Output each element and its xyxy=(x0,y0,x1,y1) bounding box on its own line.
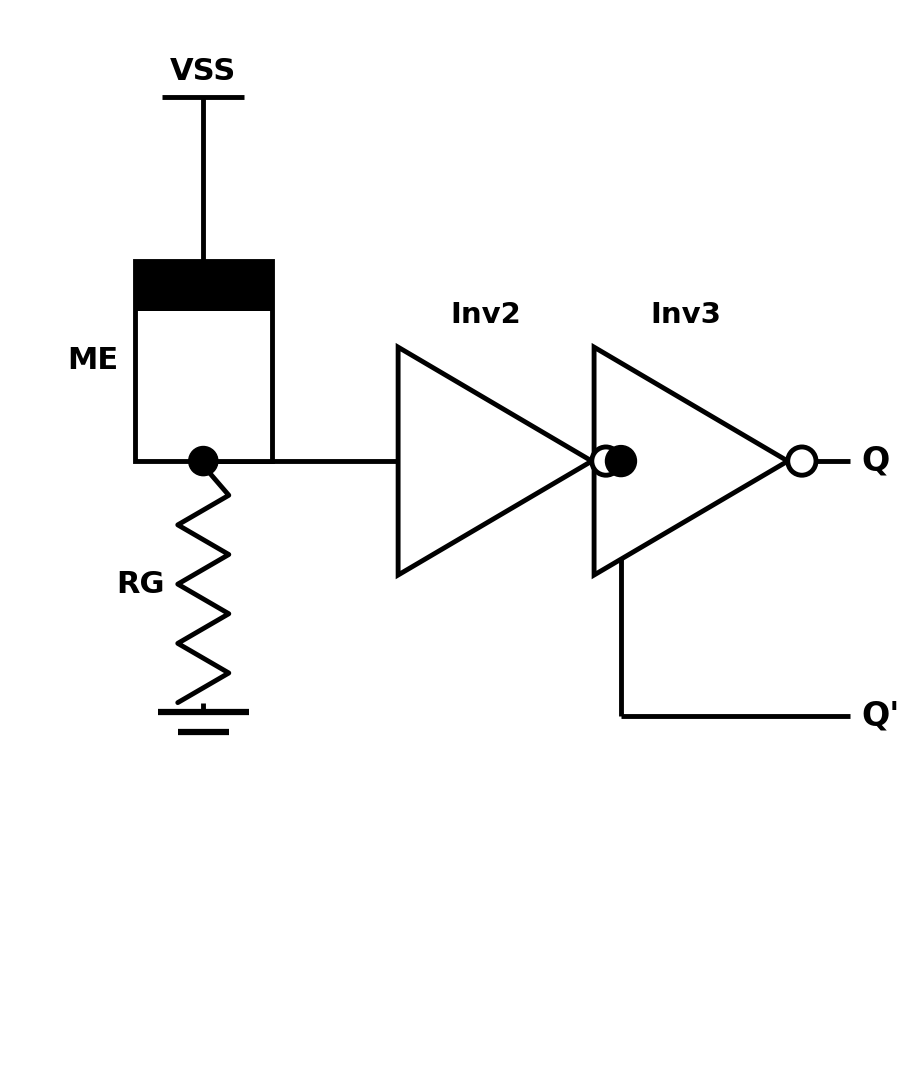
Text: VSS: VSS xyxy=(171,57,237,85)
Bar xyxy=(135,261,271,311)
Circle shape xyxy=(788,446,816,475)
Text: Inv3: Inv3 xyxy=(651,301,722,329)
Circle shape xyxy=(605,445,636,476)
Bar xyxy=(135,261,271,461)
Text: Q: Q xyxy=(861,444,889,477)
Text: Inv2: Inv2 xyxy=(450,301,521,329)
Text: RG: RG xyxy=(116,569,165,599)
Circle shape xyxy=(189,446,218,475)
Text: Q': Q' xyxy=(861,700,900,733)
Polygon shape xyxy=(594,347,788,575)
Text: ME: ME xyxy=(68,346,118,375)
Circle shape xyxy=(591,446,620,475)
Polygon shape xyxy=(398,347,591,575)
